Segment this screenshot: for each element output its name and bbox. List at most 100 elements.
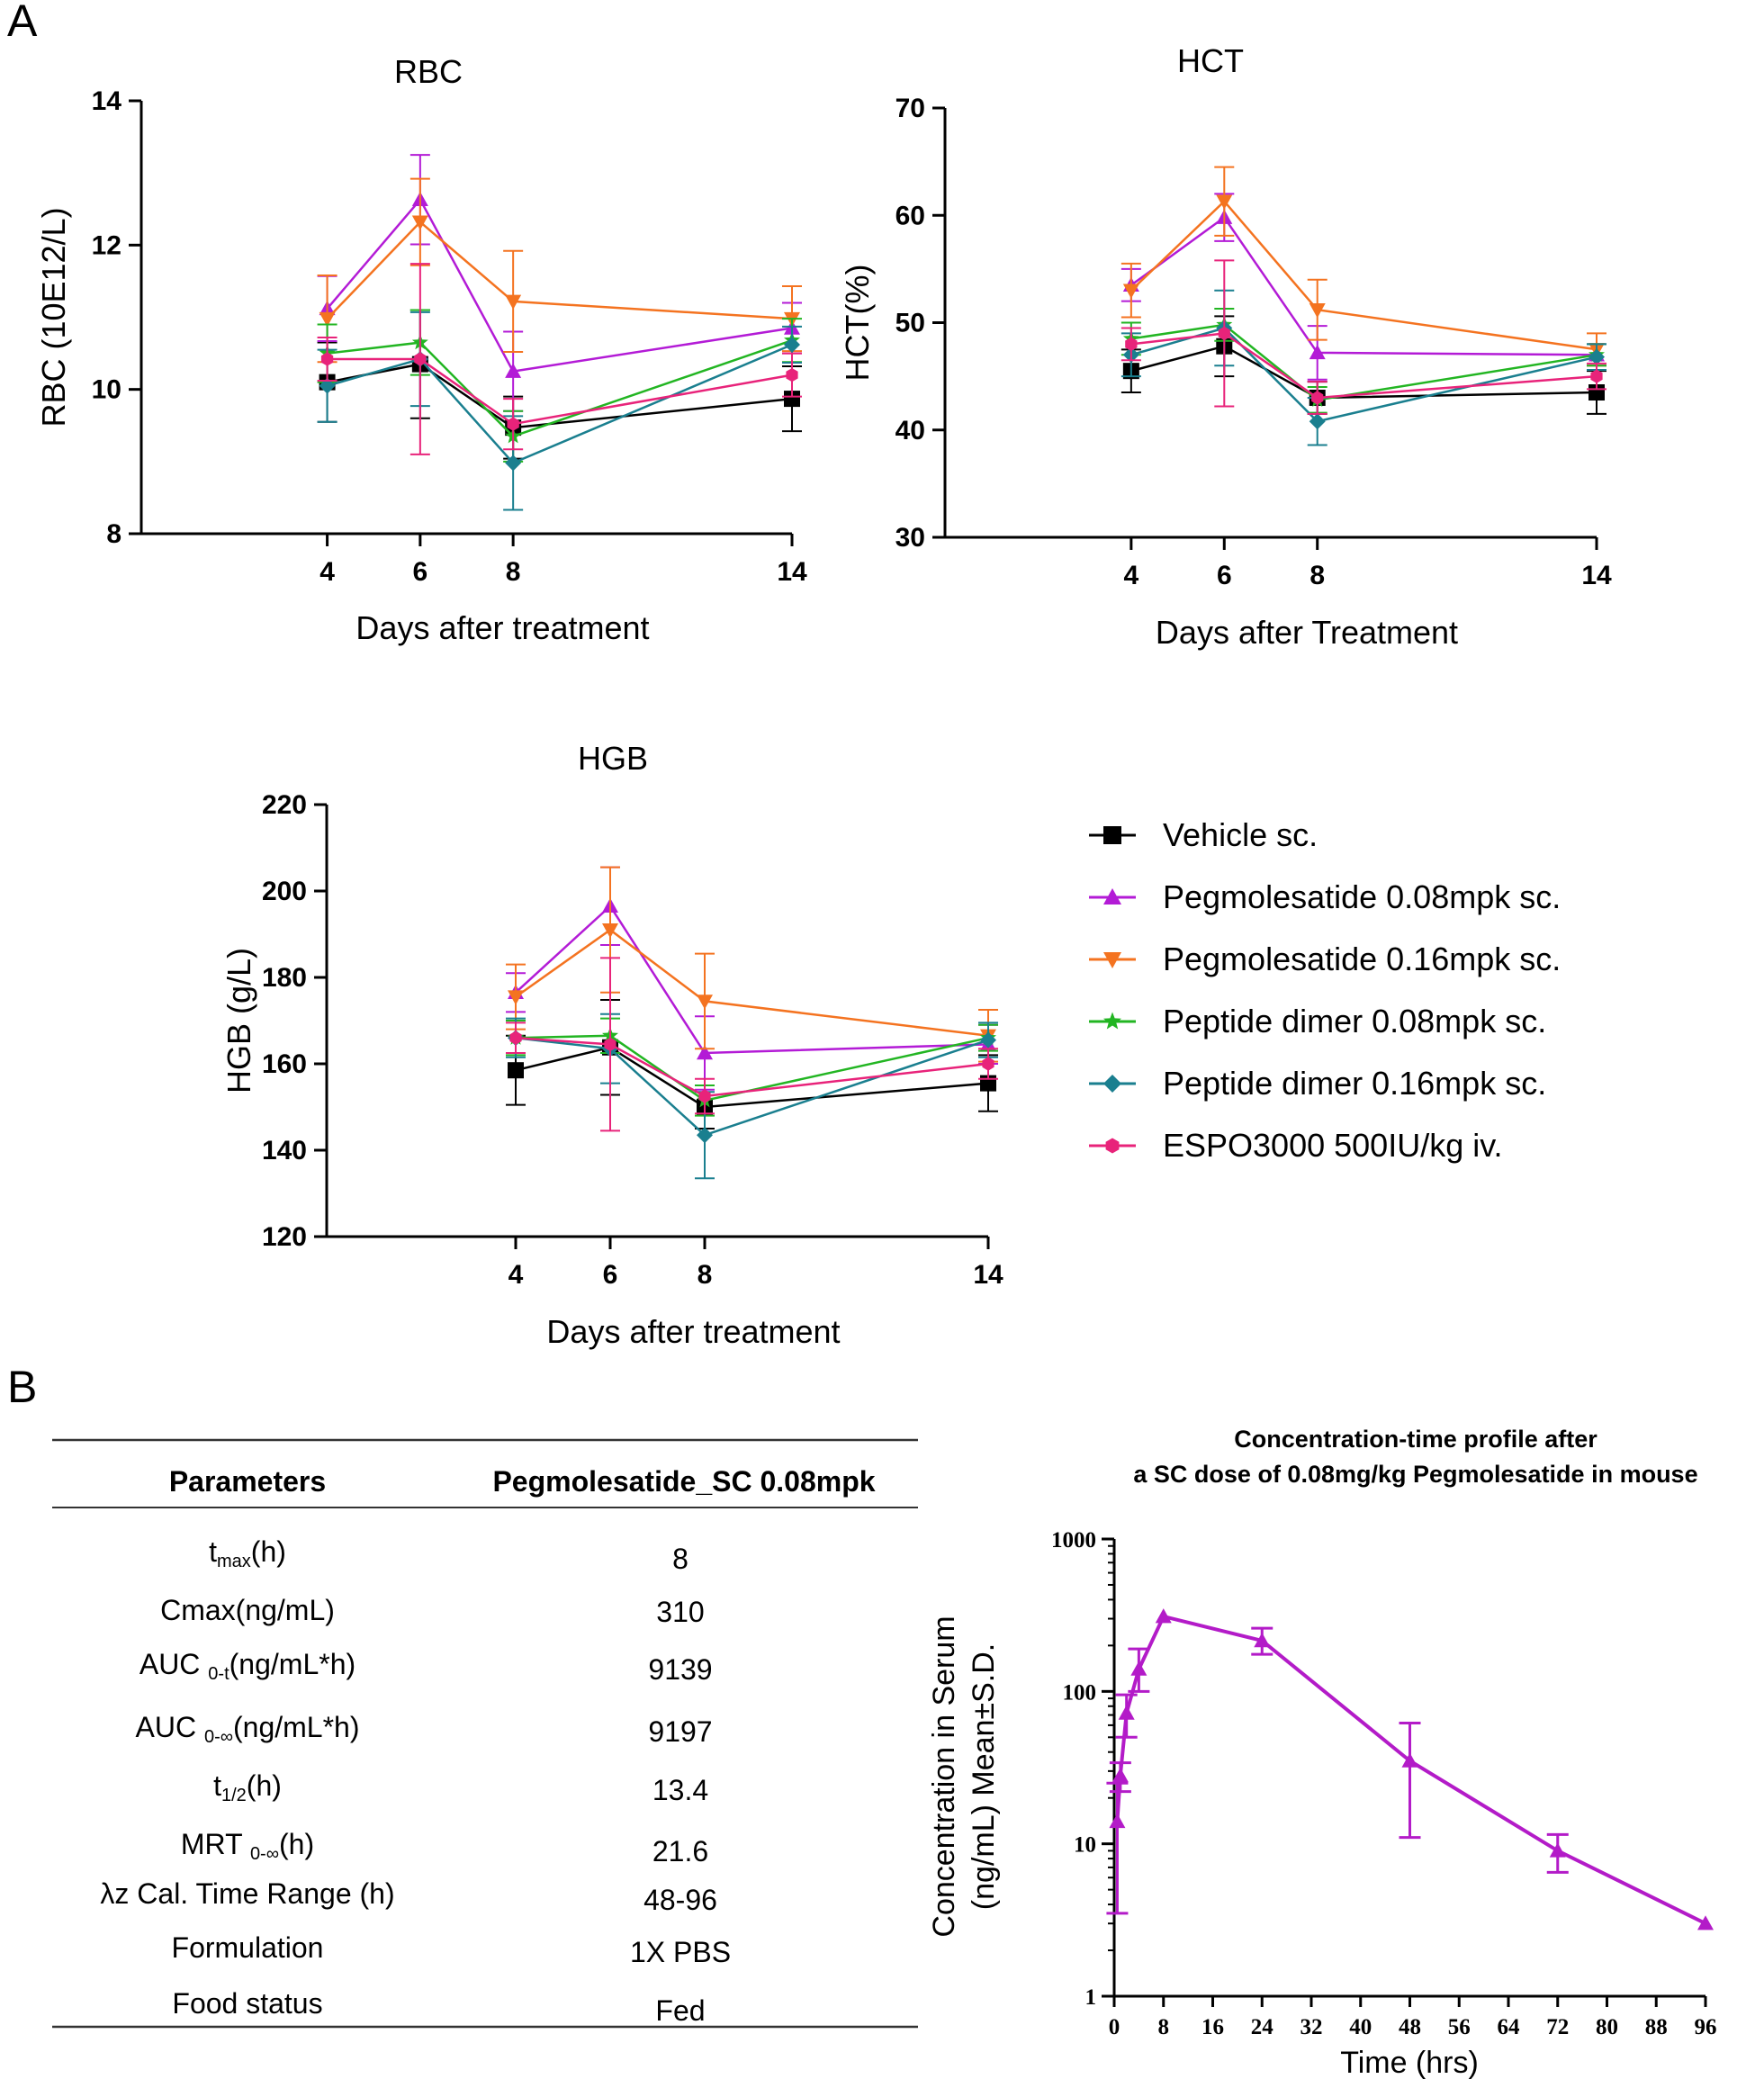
hct-chart: HCT 30 40 50 60 70 4 6 8 14 Days after Treatment HC… [839,42,1612,651]
table-value-cell: 9139 [648,1653,712,1686]
hgb-y-tick-label: 140 [262,1136,307,1166]
rbc-pd016-point [784,336,800,353]
hct-y-axis-label: HCT(%) [839,265,876,382]
hct-y-tick-label: 30 [896,523,925,553]
pk-title-line-1: Concentration-time profile after [1234,1426,1598,1453]
hct-peg016-point [1216,194,1233,210]
hct-pd016-point [1309,413,1326,430]
hgb-espo-point [982,1057,994,1071]
hct-vehicle-line [1130,345,1598,400]
hgb-peg008-point [697,1045,713,1060]
table-parameter-cell: λz Cal. Time Range (h) [100,1877,394,1910]
rbc-y-tick-label: 10 [92,375,122,405]
pk-title-line-2: a SC dose of 0.08mg/kg Pegmolesatide in … [1133,1461,1697,1488]
hgb-series-pd008 [506,1017,998,1117]
rbc-pd016-point [505,454,522,472]
rbc-espo-line [327,357,793,426]
rbc-peg008-line [326,197,793,373]
hct-espo-line [1130,332,1598,400]
pk-profile-chart: Concentration-time profile after a SC dos… [927,1426,1717,2080]
table-parameter-cell: AUC 0-t(ng/mL*h) [140,1648,356,1684]
hct-pd016-line [1130,327,1598,423]
legend-label-vehicle: Vehicle sc. [1163,816,1318,853]
pk-x-tick-label: 72 [1546,2015,1569,2039]
rbc-peg016-point [319,311,336,328]
table-value-cell: 48-96 [644,1884,717,1916]
rbc-pd008-line [327,339,793,438]
hgb-x-axis-label: Days after treatment [546,1313,840,1350]
hgb-espo-point [604,1037,616,1052]
rbc-series-pd016 [317,310,802,511]
hct-pd016-point [1588,348,1605,365]
pk-point [1130,1660,1148,1676]
hgb-y-tick-label: 180 [262,963,307,993]
table-parameter-cell: t1/2(h) [213,1769,282,1805]
legend-marker-vehicle [1103,826,1121,844]
hgb-y-tick-label: 120 [262,1222,307,1252]
legend-label-peg008: Pegmolesatide 0.08mpk sc. [1163,878,1561,915]
legend-marker-pd016 [1103,1075,1121,1093]
rbc-y-tick-label: 8 [106,519,122,549]
table-value-cell: 13.4 [652,1774,708,1806]
hgb-espo-line [515,1036,989,1098]
hgb-peg016-point [508,990,524,1005]
hgb-series-peg016 [506,866,998,1063]
rbc-x-tick-label: 6 [413,557,428,587]
legend-label-espo: ESPO3000 500IU/kg iv. [1163,1127,1503,1164]
hct-series-pd016 [1120,289,1606,446]
hct-espo-point [1125,337,1138,351]
hgb-espo-point [509,1030,522,1045]
rbc-peg016-line [326,220,793,320]
hgb-series-vehicle [506,998,998,1130]
hgb-x-tick-label: 14 [973,1260,1004,1290]
rbc-y-axis-label: RBC (10E12/L) [35,207,72,427]
hgb-peg016-point [602,923,618,939]
pk-x-tick-label: 24 [1251,2015,1274,2039]
pk-x-tick-label: 88 [1645,2015,1668,2039]
table-value-cell: 310 [656,1596,704,1628]
hct-peg016-point [1122,284,1139,299]
rbc-x-axis-label: Days after treatment [356,609,649,646]
pk-point [1118,1705,1135,1720]
pk-x-tick-label: 48 [1399,2015,1421,2039]
pk-point [1697,1915,1714,1930]
panel-b-letter: B [7,1362,37,1412]
hgb-y-tick-label: 160 [262,1049,307,1079]
hgb-series-espo [506,957,998,1132]
hgb-title: HGB [578,740,648,777]
rbc-y-tick-label: 14 [92,86,122,116]
pk-x-tick-label: 0 [1109,2015,1120,2039]
rbc-series-peg008 [317,154,802,412]
hgb-y-axis-label: HGB (g/L) [220,948,257,1094]
legend-label-peg016: Pegmolesatide 0.16mpk sc. [1163,940,1561,977]
hgb-x-tick-label: 6 [603,1260,618,1290]
table-header-parameters: Parameters [169,1465,326,1498]
table-value-cell: 1X PBS [630,1936,731,1968]
hct-y-tick-label: 40 [896,416,925,446]
legend-label-pd008: Peptide dimer 0.08mpk sc. [1163,1003,1546,1040]
hgb-x-tick-label: 8 [698,1260,713,1290]
hct-espo-point [1218,326,1230,341]
hgb-x-tick-label: 4 [508,1260,524,1290]
pk-point [1549,1842,1566,1858]
hgb-vehicle-point [508,1062,524,1079]
pk-y-tick-label: 10 [1074,1833,1096,1858]
hgb-series-peg008 [506,866,998,1091]
legend-label-pd016: Peptide dimer 0.16mpk sc. [1163,1065,1546,1102]
rbc-espo-point [507,417,519,431]
table-parameter-cell: MRT 0-∞(h) [181,1828,314,1864]
pk-y-tick-label: 100 [1063,1680,1097,1705]
hct-y-tick-label: 60 [896,201,925,230]
pk-x-tick-label: 96 [1695,2015,1717,2039]
table-parameter-cell: Cmax(ng/mL) [160,1594,335,1626]
pk-x-tick-label: 8 [1158,2015,1170,2039]
hct-espo-point [1311,391,1324,405]
table-parameter-cell: Food status [172,1987,322,2020]
hct-x-tick-label: 4 [1124,561,1139,590]
table-parameter-cell: Formulation [172,1931,324,1964]
legend-marker-peg008 [1103,888,1121,904]
hct-peg016-line [1130,199,1598,351]
pk-y-tick-label: 1 [1085,1985,1097,2010]
rbc-peg008-point [505,363,522,378]
hct-x-tick-label: 14 [1581,561,1612,590]
